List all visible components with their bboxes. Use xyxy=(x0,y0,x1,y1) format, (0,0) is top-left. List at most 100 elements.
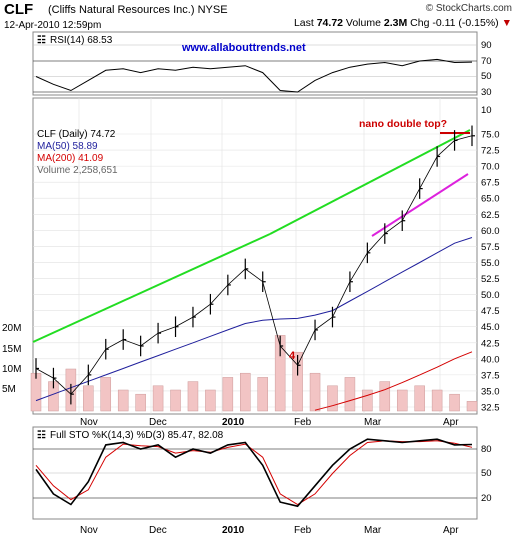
price-bars xyxy=(35,125,475,405)
upper-channel-line xyxy=(32,233,271,343)
last-value: 74.72 xyxy=(316,17,343,29)
x-tick-apr: Apr xyxy=(443,417,459,428)
ma200-legend: MA(200) 41.09 xyxy=(37,153,104,164)
chg-label: Chg xyxy=(410,17,430,29)
volume-bar xyxy=(187,381,199,412)
x-tick-dec: Dec xyxy=(149,417,167,428)
volume-bar xyxy=(257,377,268,412)
rsi-frame xyxy=(32,31,478,96)
price-gridlines xyxy=(33,98,477,414)
volume-legend: Volume 2,258,651 xyxy=(37,165,118,176)
company-name-text: (Cliffs Natural Resources Inc.) xyxy=(48,4,195,16)
price-frame xyxy=(32,97,478,415)
volume-tick-15M: 15M xyxy=(2,344,21,355)
volume-bar xyxy=(30,372,42,412)
ma50-legend: MA(50) 58.89 xyxy=(37,141,98,152)
volume-bar xyxy=(362,389,373,412)
volume-bar xyxy=(466,401,478,412)
timestamp: 12-Apr-2010 12:59pm xyxy=(4,20,102,31)
volume-bar xyxy=(449,393,460,412)
sto-tick-80: 80 xyxy=(481,444,492,455)
volume-bar xyxy=(431,389,443,412)
sto-x-tick-dec: Dec xyxy=(149,525,167,536)
volume-bar xyxy=(205,389,216,412)
down-arrow-icon: ▼ xyxy=(501,17,512,29)
price-tick-label: 65.0 xyxy=(481,194,500,205)
volume-tick-20M: 20M xyxy=(2,323,21,334)
price-tick-label: 42.5 xyxy=(481,338,500,349)
rsi-tick-90: 90 xyxy=(481,40,492,51)
volume-bar xyxy=(309,372,321,412)
rsi-label: RSI(14) 68.53 xyxy=(50,35,113,46)
price-tick-label: 35.0 xyxy=(481,386,500,397)
price-tick-label: 72.5 xyxy=(481,146,500,157)
volume-tick-10M: 10M xyxy=(2,364,21,375)
volume-bar xyxy=(152,385,164,412)
price-panel: CLF (Daily) 74.72 MA(50) 58.89 MA(200) 4… xyxy=(2,97,500,428)
volume-bar xyxy=(117,389,129,412)
sto-k-line xyxy=(35,438,473,508)
volume-bar xyxy=(344,377,356,412)
x-tick-feb: Feb xyxy=(294,417,312,428)
price-tick-label: 70.0 xyxy=(481,162,500,173)
volume-bar xyxy=(100,377,112,412)
watermark-url: www.allabouttrends.net xyxy=(181,42,306,54)
volume-label: Volume xyxy=(345,17,381,29)
sto-x-tick-mar: Mar xyxy=(364,525,382,536)
price-line xyxy=(35,135,473,395)
price-tick-label: 52.5 xyxy=(481,274,500,285)
price-tick-label: 57.5 xyxy=(481,242,500,253)
x-tick-2010: 2010 xyxy=(222,417,245,428)
company-name: (Cliffs Natural Resources Inc.) NYSE xyxy=(48,4,228,16)
rsi-icon: ☷ xyxy=(37,35,46,46)
price-tick-label: 55.0 xyxy=(481,258,500,269)
ticker-symbol: CLF xyxy=(4,1,34,18)
x-tick-nov: Nov xyxy=(80,417,98,428)
price-tick-label: 32.5 xyxy=(481,403,500,414)
x-tick-mar: Mar xyxy=(364,417,382,428)
rsi-panel: ☷ RSI(14) 68.53 www.allabouttrends.net 9… xyxy=(32,31,492,116)
price-tick-label: 75.0 xyxy=(481,130,500,141)
price-tick-label: 47.5 xyxy=(481,306,500,317)
rsi-tick-10: 10 xyxy=(481,105,492,116)
rsi-tick-30: 30 xyxy=(481,87,492,98)
volume-bar xyxy=(135,393,146,412)
sto-x-tick-2010: 2010 xyxy=(222,525,245,536)
price-tick-label: 45.0 xyxy=(481,322,500,333)
price-tick-label: 67.5 xyxy=(481,178,500,189)
volume-value: 2.3M xyxy=(383,17,408,29)
quote-summary: Last 74.72 Volume 2.3M Chg -0.11 (-0.15%… xyxy=(294,17,512,29)
sto-icon: ☷ xyxy=(37,430,46,441)
exchange-label: NYSE xyxy=(197,4,228,16)
ma50-line xyxy=(35,237,473,402)
volume-bar xyxy=(396,389,408,412)
last-label: Last xyxy=(293,17,314,29)
price-axis-ticks: 75.0 72.5 70.0 67.5 65.0 62.5 60.0 57.5 55.0 52.5… xyxy=(481,130,500,414)
price-tick-label: 50.0 xyxy=(481,290,500,301)
volume-bar xyxy=(83,385,94,412)
ma200-line xyxy=(314,351,473,411)
price-tick-label: 60.0 xyxy=(481,226,500,237)
volume-bar xyxy=(327,385,338,412)
sto-label: Full STO %K(14,3) %D(3) 85.47, 82.08 xyxy=(50,430,224,441)
price-tick-label: 62.5 xyxy=(481,210,500,221)
sto-x-tick-feb: Feb xyxy=(294,525,312,536)
sto-panel: ☷ Full STO %K(14,3) %D(3) 85.47, 82.08 8… xyxy=(32,426,492,536)
price-legend: CLF (Daily) 74.72 xyxy=(37,129,116,140)
volume-bar xyxy=(222,377,234,412)
volume-bar xyxy=(379,381,391,412)
rsi-line xyxy=(35,58,473,93)
sto-x-tick-apr: Apr xyxy=(443,525,459,536)
volume-bar xyxy=(292,351,303,412)
price-tick-label: 37.5 xyxy=(481,370,500,381)
sto-x-tick-nov: Nov xyxy=(80,525,98,536)
volume-bar xyxy=(274,335,286,412)
price-tick-label: 40.0 xyxy=(481,354,500,365)
volume-bar xyxy=(414,385,425,412)
rsi-tick-50: 50 xyxy=(481,71,492,82)
wave-4-annotation: 4 xyxy=(289,350,296,362)
rsi-tick-70: 70 xyxy=(481,56,492,67)
volume-bar xyxy=(240,372,251,412)
volume-tick-5M: 5M xyxy=(2,384,16,395)
